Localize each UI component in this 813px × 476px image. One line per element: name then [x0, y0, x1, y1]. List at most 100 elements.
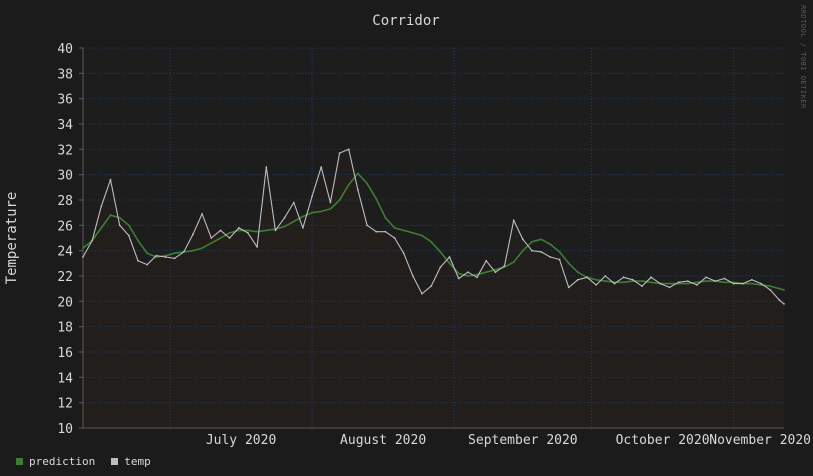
- x-tick-label: November 2020: [709, 433, 811, 448]
- data-point-temp: [476, 276, 478, 279]
- data-point-temp: [751, 278, 753, 281]
- y-tick-label: 40: [57, 42, 73, 57]
- data-point-temp: [686, 280, 689, 282]
- data-point-temp: [357, 189, 359, 191]
- data-point-temp: [274, 229, 277, 232]
- data-point-prediction: [366, 182, 368, 185]
- data-point-temp: [182, 251, 185, 253]
- rrdtool-credit: RRDTOOL / TOBI OETIKER: [799, 5, 807, 109]
- data-point-prediction: [439, 251, 442, 253]
- data-point-prediction: [641, 280, 643, 282]
- legend-item-temp: temp: [111, 455, 151, 468]
- data-point-prediction: [430, 240, 433, 243]
- legend-swatch-prediction: [16, 458, 23, 465]
- data-point-prediction: [219, 237, 222, 239]
- data-point-temp: [485, 259, 488, 262]
- data-point-temp: [247, 232, 249, 234]
- data-point-temp: [366, 224, 368, 227]
- data-point-prediction: [146, 252, 149, 255]
- data-point-prediction: [357, 172, 359, 175]
- y-tick-label: 30: [57, 169, 73, 184]
- data-point-temp: [677, 281, 680, 284]
- data-point-prediction: [457, 272, 460, 275]
- data-point-temp: [210, 237, 213, 239]
- data-point-prediction: [237, 229, 240, 232]
- temp-area-fill: [83, 149, 784, 429]
- data-point-prediction: [347, 183, 350, 186]
- data-point-temp: [650, 276, 652, 279]
- data-point-prediction: [567, 262, 570, 265]
- data-point-temp: [329, 201, 332, 204]
- data-point-temp: [595, 284, 598, 286]
- data-point-temp: [549, 256, 552, 258]
- y-tick-label: 38: [57, 67, 73, 82]
- data-point-temp: [714, 280, 717, 282]
- data-point-temp: [192, 233, 194, 236]
- data-point-temp: [622, 276, 625, 279]
- data-point-temp: [512, 219, 515, 222]
- y-tick-label: 34: [57, 118, 73, 133]
- y-tick-label: 28: [57, 194, 73, 209]
- plot-area: 10 12 14 16 18 20 22 24 26 28 30 32 34 36 38 40 July 202…: [57, 42, 811, 448]
- data-point-temp: [137, 259, 139, 262]
- data-point-temp: [558, 258, 561, 261]
- data-point-temp: [100, 205, 103, 208]
- data-point-temp: [641, 285, 643, 287]
- data-point-prediction: [622, 281, 625, 284]
- data-point-prediction: [494, 268, 497, 271]
- data-point-temp: [576, 278, 579, 281]
- y-tick-label: 26: [57, 219, 73, 234]
- data-point-temp: [439, 266, 442, 268]
- data-point-prediction: [164, 254, 167, 257]
- data-point-temp: [347, 148, 350, 151]
- data-point-prediction: [448, 262, 451, 265]
- y-tick-label: 22: [57, 270, 73, 285]
- data-point-temp: [613, 282, 616, 285]
- data-point-prediction: [82, 247, 84, 250]
- data-point-temp: [760, 282, 762, 285]
- data-point-prediction: [247, 229, 249, 232]
- data-point-temp: [146, 263, 149, 266]
- data-point-temp: [338, 152, 341, 155]
- data-point-prediction: [485, 271, 488, 274]
- data-point-temp: [567, 286, 570, 289]
- data-point-prediction: [540, 238, 543, 241]
- data-point-prediction: [338, 199, 341, 201]
- data-point-prediction: [127, 224, 130, 227]
- data-point-prediction: [696, 281, 698, 284]
- data-point-temp: [127, 234, 130, 237]
- data-point-temp: [457, 277, 460, 280]
- x-tick-label: July 2020: [206, 433, 276, 448]
- data-point-prediction: [751, 282, 753, 285]
- series-line-prediction: [82, 172, 785, 291]
- y-tick-label: 10: [57, 422, 73, 437]
- data-point-temp: [375, 230, 378, 233]
- data-point-temp: [91, 239, 94, 242]
- data-point-prediction: [109, 214, 112, 217]
- data-point-prediction: [311, 211, 313, 214]
- data-point-temp: [494, 271, 497, 274]
- data-point-temp: [769, 289, 772, 291]
- y-tick-label: 14: [57, 371, 73, 386]
- y-tick-label: 16: [57, 346, 73, 361]
- data-point-prediction: [192, 249, 194, 252]
- data-point-prediction: [402, 229, 405, 232]
- data-point-temp: [320, 166, 323, 169]
- data-point-prediction: [604, 280, 607, 282]
- data-point-temp: [173, 257, 176, 260]
- data-point-prediction: [512, 261, 515, 263]
- legend-label-temp: temp: [124, 455, 151, 468]
- data-point-temp: [155, 254, 158, 257]
- data-point-temp: [668, 286, 671, 289]
- data-point-prediction: [384, 216, 387, 219]
- data-point-prediction: [329, 208, 332, 210]
- data-point-temp: [586, 276, 588, 279]
- data-point-temp: [732, 282, 735, 285]
- y-tick-label: 18: [57, 321, 73, 336]
- data-point-temp: [778, 299, 781, 301]
- x-tick-label: October 2020: [616, 433, 710, 448]
- chart-title: Corridor: [372, 13, 439, 29]
- legend-item-prediction: prediction: [16, 455, 95, 468]
- data-point-prediction: [595, 278, 598, 281]
- data-point-temp: [384, 230, 387, 233]
